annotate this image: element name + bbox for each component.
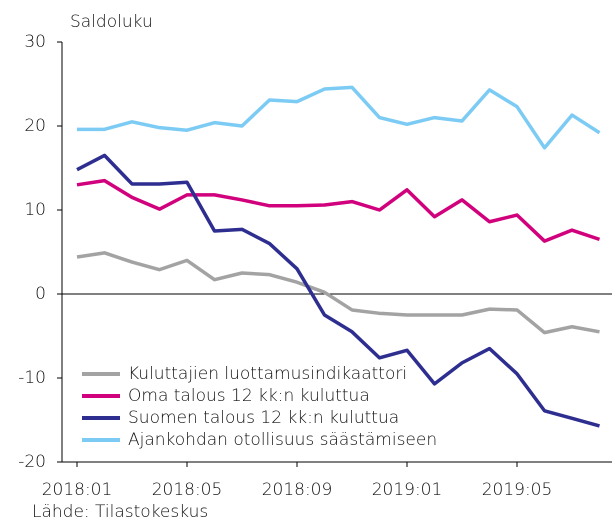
source-note: Lähde: Tilastokeskus bbox=[32, 502, 208, 522]
y-tick-label: -20 bbox=[18, 452, 46, 472]
x-tick-label: 2018:09 bbox=[262, 480, 333, 500]
y-tick-label: 0 bbox=[35, 284, 46, 304]
y-tick-label: 10 bbox=[24, 200, 46, 220]
y-tick-label: 30 bbox=[24, 32, 46, 52]
legend-label: Suomen talous 12 kk:n kuluttua bbox=[128, 408, 399, 428]
x-tick-label: 2019:05 bbox=[482, 480, 553, 500]
x-tick-label: 2019:01 bbox=[372, 480, 443, 500]
y-tick-label: -10 bbox=[18, 368, 46, 388]
series-line bbox=[76, 178, 601, 243]
y-axis-label: Saldoluku bbox=[70, 12, 153, 32]
series-line bbox=[76, 251, 600, 335]
legend-label: Oma talous 12 kk:n kuluttua bbox=[128, 386, 370, 406]
x-tick-label: 2018:05 bbox=[152, 480, 223, 500]
legend-label: Kuluttajien luottamusindikaattori bbox=[128, 364, 407, 384]
series-line bbox=[76, 153, 600, 428]
series-line bbox=[77, 85, 601, 150]
legend-label: Ajankohdan otollisuus säästämiseen bbox=[128, 430, 437, 450]
y-tick-label: 20 bbox=[24, 116, 46, 136]
x-tick-label: 2018:01 bbox=[42, 480, 113, 500]
